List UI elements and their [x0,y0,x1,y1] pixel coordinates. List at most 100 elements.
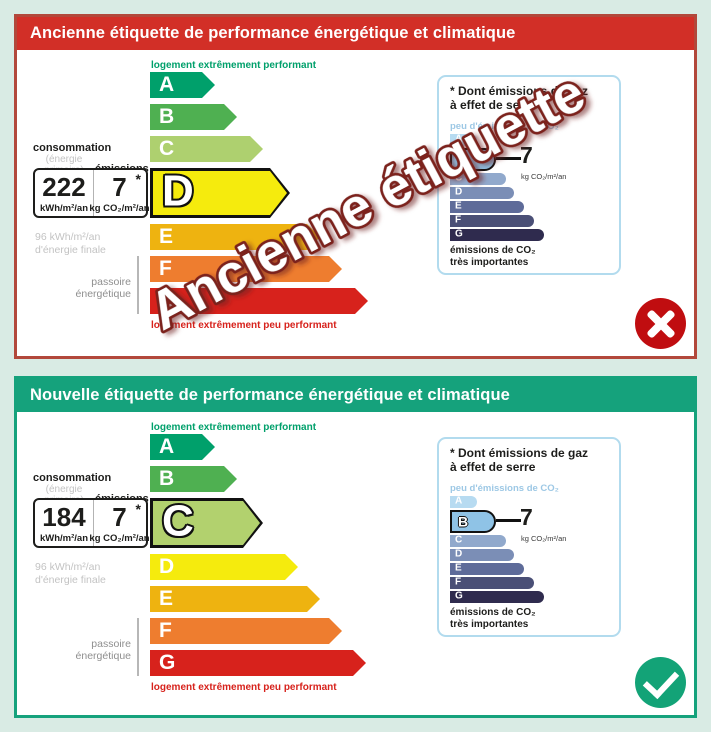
emissions-value: 7 [112,502,127,532]
co2-bar-C: C [450,173,506,185]
energy-letter-A: A [159,434,175,458]
arrow-fill [150,466,237,492]
energy-letter-E: E [159,586,174,610]
emissions-unit: kg CO₂/m²/an [89,533,150,544]
co2-letter-B: B [458,513,469,530]
consumption-value: 184 [42,502,86,532]
consumption-value-cell: 184 kWh/m²/an [35,500,94,546]
arrow-fill [153,501,260,545]
energy-letter-C: C [159,136,175,160]
co2-bar-B: B [450,148,496,171]
energy-letter-C: C [162,496,194,546]
new-label-header: Nouvelle étiquette de performance énergé… [17,379,694,412]
final-energy-line2: d'énergie finale [35,573,106,586]
consumption-label: consommation [33,142,112,154]
energy-letter-D: D [162,166,194,216]
new-label-title: Nouvelle étiquette de performance énergé… [30,386,510,404]
passoire-line2: énergétique [75,650,131,662]
co2-bar-D: D [450,549,514,561]
consumption-label: consommation [33,472,112,484]
co2-letter-D: D [455,548,463,560]
energy-value-box: 184 kWh/m²/an * 7 kg CO₂/m²/an [33,498,150,548]
arrow-fill [150,586,320,612]
co2-letter-D: D [455,186,463,198]
co2-pointer-line [496,157,521,160]
co2-emissions-box: * Dont émissions de gaz à effet de serre… [437,75,621,275]
co2-letter-A: A [455,133,463,145]
co2-bar-C: C [450,535,506,547]
co2-emissions-box: * Dont émissions de gaz à effet de serre… [437,437,621,637]
energy-arrow-C: C [150,498,263,548]
old-label-title: Ancienne étiquette de performance énergé… [30,24,516,42]
asterisk: * [135,501,141,517]
co2-bar-E: E [450,201,524,213]
co2-low-note: peu d'émissions de CO₂ [450,483,559,494]
passoire-label: passoire énergétique [27,638,131,662]
co2-high-note: émissions de CO₂ très importantes [450,245,536,268]
consumption-unit: kWh/m²/an [39,203,89,214]
energy-arrow-F: F [150,618,342,644]
arrow-fill [150,72,215,98]
co2-bar-G: G [450,229,544,241]
co2-title-line2: à effet de serre [450,460,536,474]
emissions-value-cell: * 7 kg CO₂/m²/an [89,170,149,216]
energy-letter-G: G [159,288,176,312]
approved-check-icon [635,657,686,708]
co2-high-line2: très importantes [450,618,529,630]
co2-bar-F: F [450,215,534,227]
energy-arrow-B: B [150,104,237,130]
energy-letter-E: E [159,224,174,248]
arrow-fill [150,256,342,282]
final-energy-line1: 96 kWh/m²/an [35,561,101,573]
energy-arrow-G: G [150,288,368,314]
final-energy-line2: d'énergie finale [35,243,106,256]
co2-high-line1: émissions de CO₂ [450,607,536,618]
passoire-bracket-line [137,618,139,676]
co2-bar-B: B [450,510,496,533]
co2-bar-E: E [450,563,524,575]
energy-arrow-D: D [150,168,290,218]
co2-letter-G: G [455,590,463,602]
energy-arrow-F: F [150,256,342,282]
passoire-label: passoire énergétique [27,276,131,300]
co2-value-unit: kg CO₂/m²/an [521,172,567,181]
passoire-bracket-line [137,256,139,314]
energy-value-box: 222 kWh/m²/an * 7 kg CO₂/m²/an [33,168,150,218]
co2-bar-G: G [450,591,544,603]
arrow-fill [150,104,237,130]
rejected-cross-icon [635,298,686,349]
co2-letter-A: A [455,495,463,507]
co2-box-title: * Dont émissions de gaz à effet de serre [450,446,588,474]
energy-letter-D: D [159,554,175,578]
co2-letter-E: E [455,562,462,574]
co2-letter-G: G [455,228,463,240]
energy-letter-G: G [159,650,176,674]
emissions-value: 7 [112,172,127,202]
old-label-panel: Ancienne étiquette de performance énergé… [14,14,697,359]
arrow-fill [150,650,366,676]
co2-low-note: peu d'émissions de CO₂ [450,121,559,132]
arrow-fill [150,136,263,162]
co2-letter-F: F [455,214,462,226]
emissions-value-cell: * 7 kg CO₂/m²/an [89,500,149,546]
performant-note: logement extrêmement performant [151,422,317,433]
co2-box-title: * Dont émissions de gaz à effet de serre [450,84,588,112]
co2-letter-C: C [455,172,463,184]
energy-arrow-B: B [150,466,237,492]
new-label-panel: Nouvelle étiquette de performance énergé… [14,376,697,718]
co2-letter-B: B [458,151,469,168]
co2-high-note: émissions de CO₂ très importantes [450,607,536,630]
energy-letter-B: B [159,466,175,490]
peu-performant-note: logement extrêmement peu performant [151,320,337,331]
co2-letter-E: E [455,200,462,212]
arrow-fill [150,434,215,460]
energy-arrow-A: A [150,434,215,460]
co2-bar-F: F [450,577,534,589]
arrow-fill [150,224,320,250]
co2-value-unit: kg CO₂/m²/an [521,534,567,543]
energy-arrow-E: E [150,586,320,612]
emissions-unit: kg CO₂/m²/an [89,203,150,214]
